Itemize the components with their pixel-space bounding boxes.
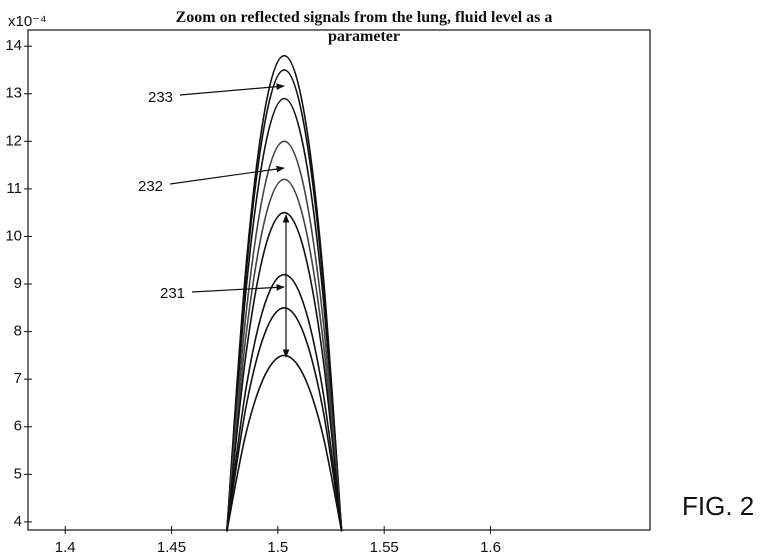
plot-frame [28,30,650,530]
x-tick-label: 1.55 [370,539,399,555]
annotation: 233 [148,89,173,106]
x-tick-label: 1.5 [267,539,288,555]
y-tick-label: 5 [14,465,22,482]
y-tick-label: 14 [5,37,22,54]
y-tick-label: 7 [14,370,22,387]
x-tick-label: 1.4 [55,539,76,555]
chart-title: Zoom on reflected signals from the lung,… [176,9,553,45]
annotation: 232 [138,178,163,195]
y-tick-label: 10 [5,227,22,244]
y-tick-label: 6 [14,418,22,435]
signal-curve [227,355,342,531]
chart: Zoom on reflected signals from the lung,… [0,0,768,555]
y-tick-label: 11 [6,180,22,197]
x-tick-label: 1.6 [480,539,501,555]
y-tick-label: 13 [5,85,22,102]
signal-curve [227,70,342,531]
x-tick-label: 1.45 [157,539,186,555]
chart-title-line: Zoom on reflected signals from the lung,… [176,9,553,26]
signal-curve [227,308,342,532]
y-tick-label: 9 [14,275,22,292]
signal-curve [227,99,342,532]
y-tick-label: 12 [5,132,22,149]
signal-curve [227,213,342,532]
annotation: 231 [160,285,185,302]
figure-label: FIG. 2 [682,491,754,521]
y-tick-label: 8 [14,323,22,340]
y-exponent: x10⁻⁴ [8,13,47,30]
signal-curve [227,141,342,531]
y-tick-label: 4 [14,513,22,530]
plot-area [227,56,342,532]
